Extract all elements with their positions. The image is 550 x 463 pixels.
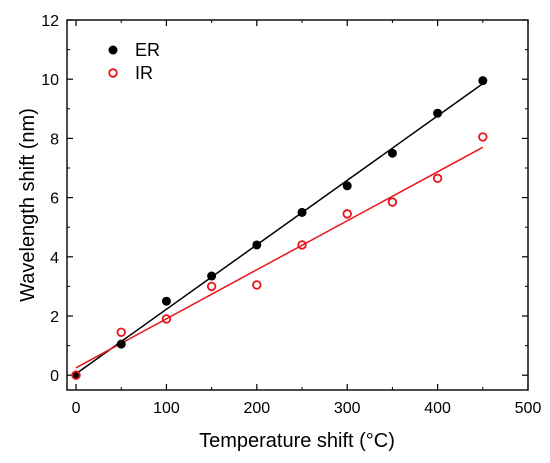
point-er-5 bbox=[297, 207, 307, 217]
y-tick-label-6: 12 bbox=[41, 13, 59, 30]
x-axis-title: Temperature shift (°C) bbox=[199, 430, 395, 452]
ticks: 0 100 200 300 400 500 0 2 4 6 8 10 12 bbox=[41, 13, 541, 417]
legend-label-er: ER bbox=[135, 40, 160, 60]
point-ir-3 bbox=[206, 281, 217, 292]
point-er-9 bbox=[478, 76, 488, 86]
x-tick-label-4: 400 bbox=[424, 400, 451, 417]
plot-frame bbox=[66, 19, 529, 391]
point-ir-8 bbox=[432, 173, 443, 184]
point-er-2 bbox=[161, 296, 171, 306]
y-tick-label-1: 2 bbox=[50, 309, 59, 326]
point-er-7 bbox=[387, 148, 397, 158]
x-tick-label-5: 500 bbox=[515, 400, 542, 417]
fit-line-ir bbox=[75, 146, 484, 369]
x-tick-label-1: 100 bbox=[153, 400, 180, 417]
y-tick-label-2: 4 bbox=[50, 250, 59, 267]
legend-marker-er bbox=[108, 45, 118, 55]
x-tick-label-2: 200 bbox=[243, 400, 270, 417]
point-er-1 bbox=[116, 339, 126, 349]
point-er-6 bbox=[342, 181, 352, 191]
legend: ER IR bbox=[108, 40, 160, 83]
point-ir-2 bbox=[161, 314, 172, 324]
y-tick-label-0: 0 bbox=[50, 368, 59, 385]
point-er-8 bbox=[433, 108, 443, 118]
legend-marker-ir bbox=[108, 68, 118, 78]
point-ir-5 bbox=[297, 240, 307, 250]
y-axis-title: Wavelength shift (nm) bbox=[17, 108, 39, 302]
x-tick-label-3: 300 bbox=[334, 400, 361, 417]
x-tick-label-0: 0 bbox=[72, 400, 81, 417]
y-tick-label-4: 8 bbox=[50, 131, 59, 148]
y-tick-label-5: 10 bbox=[41, 72, 59, 89]
legend-label-ir: IR bbox=[135, 63, 153, 83]
point-ir-0 bbox=[71, 370, 81, 380]
fit-line-er bbox=[75, 83, 484, 375]
point-ir-4 bbox=[252, 280, 262, 290]
point-ir-1 bbox=[116, 327, 126, 337]
fit-lines bbox=[75, 83, 484, 375]
y-tick-label-3: 6 bbox=[50, 191, 59, 208]
point-ir-9 bbox=[478, 132, 488, 142]
point-ir-7 bbox=[387, 197, 398, 207]
point-er-3 bbox=[207, 271, 217, 281]
point-er-4 bbox=[252, 240, 262, 250]
data-points bbox=[71, 76, 488, 380]
point-ir-6 bbox=[342, 209, 352, 219]
